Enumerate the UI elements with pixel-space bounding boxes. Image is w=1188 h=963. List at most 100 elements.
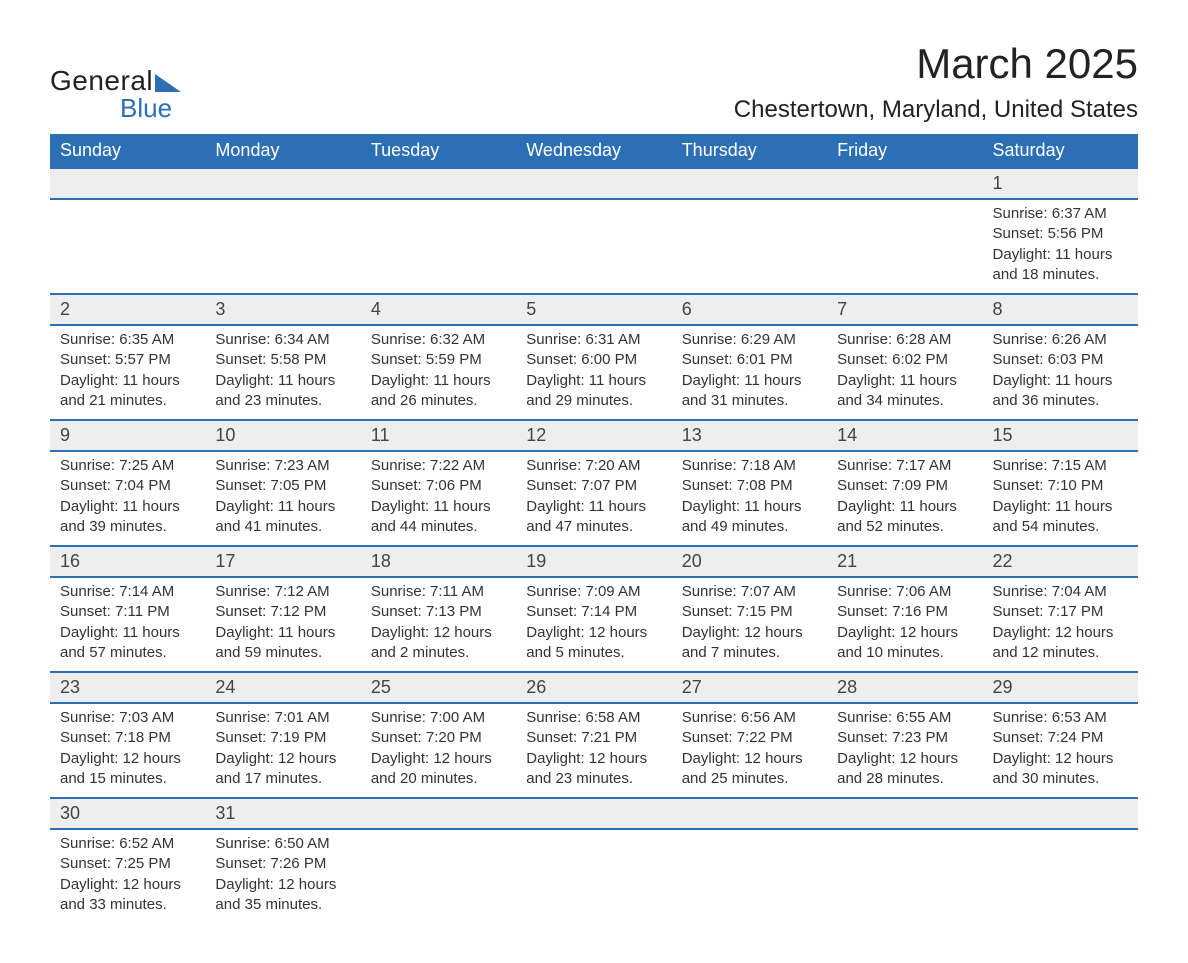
day-number: 8 [983,295,1138,324]
daylight-line: Daylight: 11 hours and 23 minutes. [215,372,335,409]
sunrise-line: Sunrise: 7:17 AM [837,457,951,474]
sunrise-line: Sunrise: 6:29 AM [682,331,796,348]
sunset-line: Sunset: 7:04 PM [60,477,171,494]
sunrise-line: Sunrise: 7:03 AM [60,709,174,726]
calendar-table: SundayMondayTuesdayWednesdayThursdayFrid… [50,134,1138,923]
sunset-line: Sunset: 7:10 PM [993,477,1104,494]
sunset-line: Sunset: 7:07 PM [526,477,637,494]
sunset-line: Sunset: 6:01 PM [682,351,793,368]
daylight-line: Daylight: 11 hours and 41 minutes. [215,498,335,535]
sunset-line: Sunset: 7:08 PM [682,477,793,494]
daylight-line: Daylight: 12 hours and 20 minutes. [371,750,492,787]
sunrise-line: Sunrise: 6:26 AM [993,331,1107,348]
day-number: 24 [205,673,360,702]
day-number: 14 [827,421,982,450]
sunset-line: Sunset: 7:06 PM [371,477,482,494]
day-number: 28 [827,673,982,702]
day-number [361,169,516,195]
day-number [516,169,671,195]
daylight-line: Daylight: 11 hours and 21 minutes. [60,372,180,409]
sunset-line: Sunset: 7:15 PM [682,603,793,620]
sunset-line: Sunset: 7:23 PM [837,729,948,746]
day-details: Sunrise: 6:26 AMSunset: 6:03 PMDaylight:… [983,326,1138,419]
day-number [827,169,982,195]
day-details: Sunrise: 6:56 AMSunset: 7:22 PMDaylight:… [672,704,827,797]
day-details: Sunrise: 7:14 AMSunset: 7:11 PMDaylight:… [50,578,205,671]
day-number: 7 [827,295,982,324]
day-details: Sunrise: 6:52 AMSunset: 7:25 PMDaylight:… [50,830,205,923]
day-number: 23 [50,673,205,702]
day-number [672,799,827,825]
sunrise-line: Sunrise: 7:06 AM [837,583,951,600]
sunrise-line: Sunrise: 7:11 AM [371,583,484,600]
daylight-line: Daylight: 11 hours and 39 minutes. [60,498,180,535]
day-details: Sunrise: 7:06 AMSunset: 7:16 PMDaylight:… [827,578,982,671]
day-details: Sunrise: 7:00 AMSunset: 7:20 PMDaylight:… [361,704,516,797]
daylight-line: Daylight: 12 hours and 33 minutes. [60,876,181,913]
sunrise-line: Sunrise: 7:01 AM [215,709,329,726]
day-number: 10 [205,421,360,450]
day-number [50,169,205,195]
weekday-header: Sunday [50,134,205,168]
day-details: Sunrise: 7:11 AMSunset: 7:13 PMDaylight:… [361,578,516,671]
daylight-line: Daylight: 11 hours and 44 minutes. [371,498,491,535]
day-details: Sunrise: 7:12 AMSunset: 7:12 PMDaylight:… [205,578,360,671]
sunrise-line: Sunrise: 7:15 AM [993,457,1107,474]
logo: General Blue [50,40,181,124]
daylight-line: Daylight: 11 hours and 47 minutes. [526,498,646,535]
daylight-line: Daylight: 12 hours and 15 minutes. [60,750,181,787]
sunset-line: Sunset: 7:18 PM [60,729,171,746]
sunset-line: Sunset: 6:00 PM [526,351,637,368]
daylight-line: Daylight: 12 hours and 7 minutes. [682,624,803,661]
day-details [983,830,1138,850]
sunset-line: Sunset: 7:21 PM [526,729,637,746]
sunrise-line: Sunrise: 7:25 AM [60,457,174,474]
sunset-line: Sunset: 7:17 PM [993,603,1104,620]
sunset-line: Sunset: 7:12 PM [215,603,326,620]
sunset-line: Sunset: 7:16 PM [837,603,948,620]
day-number: 3 [205,295,360,324]
sunrise-line: Sunrise: 6:35 AM [60,331,174,348]
sunset-line: Sunset: 7:22 PM [682,729,793,746]
sunset-line: Sunset: 7:20 PM [371,729,482,746]
sunrise-line: Sunrise: 7:18 AM [682,457,796,474]
sunrise-line: Sunrise: 7:07 AM [682,583,796,600]
day-details [516,830,671,850]
daylight-line: Daylight: 12 hours and 28 minutes. [837,750,958,787]
daylight-line: Daylight: 11 hours and 31 minutes. [682,372,802,409]
day-details: Sunrise: 7:04 AMSunset: 7:17 PMDaylight:… [983,578,1138,671]
sunrise-line: Sunrise: 6:32 AM [371,331,485,348]
day-details: Sunrise: 6:34 AMSunset: 5:58 PMDaylight:… [205,326,360,419]
weekday-header: Monday [205,134,360,168]
sunrise-line: Sunrise: 7:09 AM [526,583,640,600]
day-number: 15 [983,421,1138,450]
day-number: 2 [50,295,205,324]
day-details [827,830,982,850]
day-details: Sunrise: 6:53 AMSunset: 7:24 PMDaylight:… [983,704,1138,797]
day-details: Sunrise: 6:31 AMSunset: 6:00 PMDaylight:… [516,326,671,419]
daylight-line: Daylight: 12 hours and 35 minutes. [215,876,336,913]
daylight-line: Daylight: 11 hours and 29 minutes. [526,372,646,409]
daylight-line: Daylight: 11 hours and 49 minutes. [682,498,802,535]
day-details: Sunrise: 6:37 AMSunset: 5:56 PMDaylight:… [983,200,1138,293]
page-header: General Blue March 2025 Chestertown, Mar… [50,40,1138,124]
day-number: 25 [361,673,516,702]
weekday-header: Tuesday [361,134,516,168]
sunset-line: Sunset: 6:02 PM [837,351,948,368]
day-number: 20 [672,547,827,576]
day-number: 29 [983,673,1138,702]
sunset-line: Sunset: 7:19 PM [215,729,326,746]
title-block: March 2025 Chestertown, Maryland, United… [734,40,1138,124]
weekday-header: Wednesday [516,134,671,168]
daylight-line: Daylight: 11 hours and 26 minutes. [371,372,491,409]
daylight-line: Daylight: 12 hours and 5 minutes. [526,624,647,661]
day-number [205,169,360,195]
daylight-line: Daylight: 11 hours and 59 minutes. [215,624,335,661]
sunrise-line: Sunrise: 7:22 AM [371,457,485,474]
day-number: 31 [205,799,360,828]
daylight-line: Daylight: 12 hours and 23 minutes. [526,750,647,787]
day-number: 27 [672,673,827,702]
day-details: Sunrise: 7:03 AM Sunset: 7:18 PM Daylight:… [50,704,205,797]
day-number: 13 [672,421,827,450]
day-number [516,799,671,825]
